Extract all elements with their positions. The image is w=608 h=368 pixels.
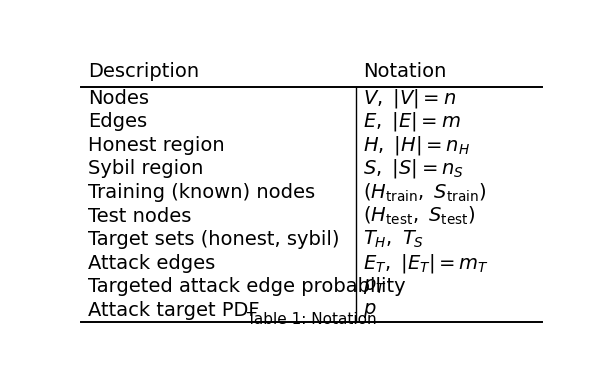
Text: Table 1: Notation: Table 1: Notation (247, 312, 376, 327)
Text: Target sets (honest, sybil): Target sets (honest, sybil) (88, 230, 339, 249)
Text: Sybil region: Sybil region (88, 159, 203, 178)
Text: $(H_{\mathrm{test}},\ S_{\mathrm{test}})$: $(H_{\mathrm{test}},\ S_{\mathrm{test}})… (364, 205, 476, 227)
Text: Attack edges: Attack edges (88, 254, 215, 273)
Text: Targeted attack edge probability: Targeted attack edge probability (88, 277, 406, 296)
Text: $S,\ |S| = n_S$: $S,\ |S| = n_S$ (364, 158, 464, 180)
Text: $H,\ |H| = n_H$: $H,\ |H| = n_H$ (364, 134, 471, 157)
Text: $V,\ |V| = n$: $V,\ |V| = n$ (364, 87, 457, 110)
Text: $E_T,\ |E_T| = m_T$: $E_T,\ |E_T| = m_T$ (364, 252, 489, 275)
Text: Attack target PDF: Attack target PDF (88, 301, 260, 319)
Text: Test nodes: Test nodes (88, 206, 191, 226)
Text: $E,\ |E| = m$: $E,\ |E| = m$ (364, 110, 461, 134)
Text: Training (known) nodes: Training (known) nodes (88, 183, 315, 202)
Text: $p_T$: $p_T$ (364, 277, 387, 296)
Text: Notation: Notation (364, 62, 447, 81)
Text: $p$: $p$ (364, 301, 377, 319)
Text: Description: Description (88, 62, 199, 81)
Text: $(H_{\mathrm{train}},\ S_{\mathrm{train}})$: $(H_{\mathrm{train}},\ S_{\mathrm{train}… (364, 181, 487, 204)
Text: $T_H,\ T_S$: $T_H,\ T_S$ (364, 229, 424, 250)
Text: Nodes: Nodes (88, 89, 149, 108)
Text: Edges: Edges (88, 113, 147, 131)
Text: Honest region: Honest region (88, 136, 224, 155)
